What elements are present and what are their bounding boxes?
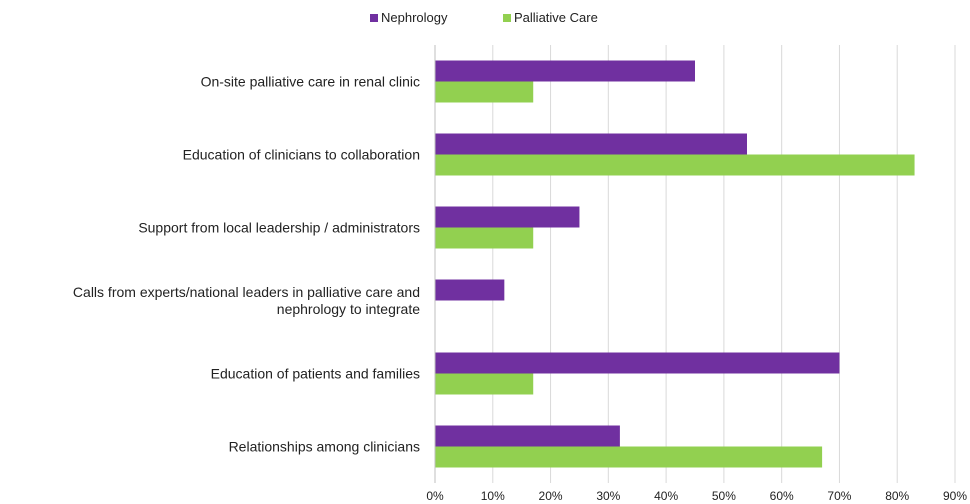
bar xyxy=(435,373,534,395)
bar xyxy=(435,279,505,301)
bar xyxy=(435,206,580,228)
x-tick-label: 90% xyxy=(943,489,967,503)
x-tick-label: 80% xyxy=(885,489,909,503)
legend-swatch xyxy=(503,14,511,22)
y-tick-label: Calls from experts/national leaders in p… xyxy=(72,283,420,317)
legend-swatch xyxy=(370,14,378,22)
bar xyxy=(435,425,620,447)
bar xyxy=(435,227,534,249)
x-tick-label: 0% xyxy=(426,489,444,503)
x-tick-label: 10% xyxy=(481,489,505,503)
y-tick-label: Education of clinicians to collaboration xyxy=(182,146,420,162)
bar xyxy=(435,352,840,374)
x-tick-label: 20% xyxy=(539,489,563,503)
y-tick-label: On-site palliative care in renal clinic xyxy=(200,73,420,89)
bar xyxy=(435,154,915,176)
legend-label: Palliative Care xyxy=(514,10,598,25)
x-tick-label: 70% xyxy=(827,489,851,503)
x-tick-label: 60% xyxy=(770,489,794,503)
bar xyxy=(435,60,695,82)
y-tick-label: Education of patients and families xyxy=(210,365,420,381)
y-tick-label: Support from local leadership / administ… xyxy=(138,219,420,235)
legend-label: Nephrology xyxy=(381,10,448,25)
x-tick-label: 50% xyxy=(712,489,736,503)
bar xyxy=(435,133,747,155)
bar xyxy=(435,446,823,468)
bar xyxy=(435,81,534,103)
x-tick-label: 40% xyxy=(654,489,678,503)
x-tick-label: 30% xyxy=(596,489,620,503)
y-tick-label: Relationships among clinicians xyxy=(228,438,420,454)
